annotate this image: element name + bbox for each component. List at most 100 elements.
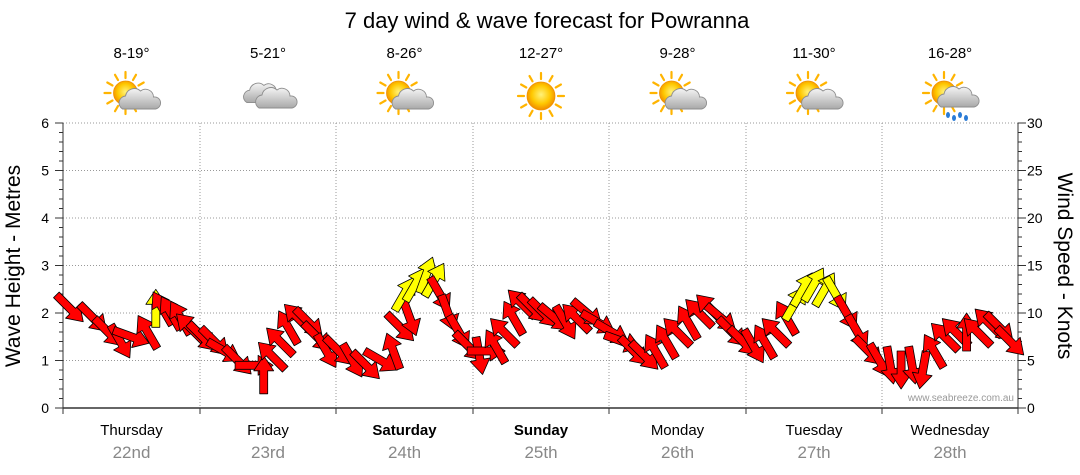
day-date-label: 24th xyxy=(388,443,421,462)
sun-ray xyxy=(548,74,554,83)
rain-drop xyxy=(958,112,962,118)
sun-ray xyxy=(932,73,938,82)
day-date-label: 22nd xyxy=(113,443,151,462)
sun-ray xyxy=(924,81,933,87)
showers-icon xyxy=(921,70,980,121)
wind-arrow xyxy=(253,355,275,395)
sun-ray xyxy=(106,99,114,105)
sun-ray xyxy=(796,104,802,113)
sun-ray xyxy=(519,83,528,89)
day-name-label: Wednesday xyxy=(911,422,990,439)
wind-arrow xyxy=(502,300,527,337)
right-tick-label: 30 xyxy=(1027,115,1043,131)
sun-ray xyxy=(796,73,802,82)
wind-arrow xyxy=(490,318,521,349)
sun-ray xyxy=(659,73,666,82)
grid xyxy=(62,122,1019,414)
wind-arrow xyxy=(753,324,778,361)
sun-disc xyxy=(526,81,556,111)
cloud-shape xyxy=(391,88,434,110)
sun-ray xyxy=(659,104,666,113)
sun-ray xyxy=(652,99,660,105)
sun-ray xyxy=(404,73,411,82)
day-labels: Thursday 22nd Friday 23rd Saturday 24th Sunday… xyxy=(100,422,990,462)
temp-range-label: 9-28° xyxy=(659,45,695,62)
wind-arrow xyxy=(677,305,702,342)
left-tick-label: 0 xyxy=(41,400,49,416)
day-name-label: Monday xyxy=(651,422,705,439)
credit-text: www.seabreeze.com.au xyxy=(907,393,1014,404)
sun-ray xyxy=(379,81,387,87)
left-tick-label: 4 xyxy=(41,210,49,226)
y-axis-label-left: Wave Height - Metres xyxy=(2,165,25,367)
cloud-shape xyxy=(118,88,161,110)
temp-range-label: 5-21° xyxy=(250,45,286,62)
wind-arrow xyxy=(484,329,510,366)
sun-ray xyxy=(131,73,138,82)
sun-ray xyxy=(528,109,534,118)
day-name-label: Tuesday xyxy=(786,422,843,439)
sunny-icon xyxy=(516,71,566,121)
right-tick-label: 0 xyxy=(1027,400,1035,416)
wind-arrows xyxy=(53,256,1025,395)
day-name-label: Thursday xyxy=(100,422,163,439)
sun-ray xyxy=(554,103,563,109)
right-axis: 0 5 10 15 20 25 30 xyxy=(1018,115,1043,416)
right-tick-label: 25 xyxy=(1027,163,1043,179)
wind-arrow xyxy=(922,334,948,370)
sun-ray xyxy=(113,73,120,82)
cloud-shape xyxy=(664,88,707,110)
sun-ray xyxy=(106,81,114,87)
cloud-shape xyxy=(255,87,298,109)
wind-arrow xyxy=(382,332,404,371)
sun-ray xyxy=(819,81,828,87)
partly-cloudy-icon xyxy=(103,70,161,116)
cloudy-icon xyxy=(243,82,298,109)
day-name-label: Sunday xyxy=(514,422,569,439)
sun-ray xyxy=(677,73,684,82)
wind-arrow xyxy=(655,324,680,361)
right-tick-label: 20 xyxy=(1027,210,1043,226)
chart-title: 7 day wind & wave forecast for Powranna xyxy=(345,8,751,33)
wind-arrow xyxy=(993,324,1025,356)
wind-arrow xyxy=(362,347,398,372)
left-tick-label: 1 xyxy=(41,353,49,369)
right-tick-label: 5 xyxy=(1027,353,1035,369)
day-date-label: 28th xyxy=(933,443,966,462)
temp-range-label: 12-27° xyxy=(519,45,563,62)
sun-ray xyxy=(137,81,145,87)
sun-ray xyxy=(932,104,938,113)
sun-ray xyxy=(788,81,797,87)
cloud-shape xyxy=(801,88,844,110)
temp-range-label: 16-28° xyxy=(928,45,972,62)
left-tick-label: 2 xyxy=(41,305,49,321)
partly-cloudy-icon xyxy=(376,70,434,116)
rain-drop xyxy=(964,115,968,121)
wind-arrow xyxy=(257,341,289,373)
sun-ray xyxy=(548,109,554,118)
temp-range-label: 8-26° xyxy=(386,45,422,62)
day-name-label: Friday xyxy=(247,422,289,439)
wind-arrow xyxy=(469,335,491,375)
day-name-label: Saturday xyxy=(372,422,437,439)
sun-ray xyxy=(113,104,120,113)
cloud-shape xyxy=(937,86,980,108)
sun-ray xyxy=(379,99,387,105)
sun-ray xyxy=(386,73,393,82)
partly-cloudy-icon xyxy=(649,70,707,116)
sun-ray xyxy=(814,73,820,82)
weather-row: 8-19° 5-21° 8-26° 12-27° 9-28° 11-30° 16-28° xyxy=(103,45,980,121)
day-date-label: 25th xyxy=(524,443,557,462)
sun-ray xyxy=(519,103,528,109)
rain-drop xyxy=(952,115,956,121)
day-date-label: 23rd xyxy=(251,443,285,462)
left-axis: 0 1 2 3 4 5 6 xyxy=(41,115,63,416)
temp-range-label: 11-30° xyxy=(792,45,835,62)
sun-ray xyxy=(683,81,691,87)
wind-arrow xyxy=(663,318,694,349)
right-tick-label: 10 xyxy=(1027,305,1043,321)
sun-ray xyxy=(950,73,956,82)
sun-ray xyxy=(924,99,933,105)
left-tick-label: 3 xyxy=(41,258,49,274)
